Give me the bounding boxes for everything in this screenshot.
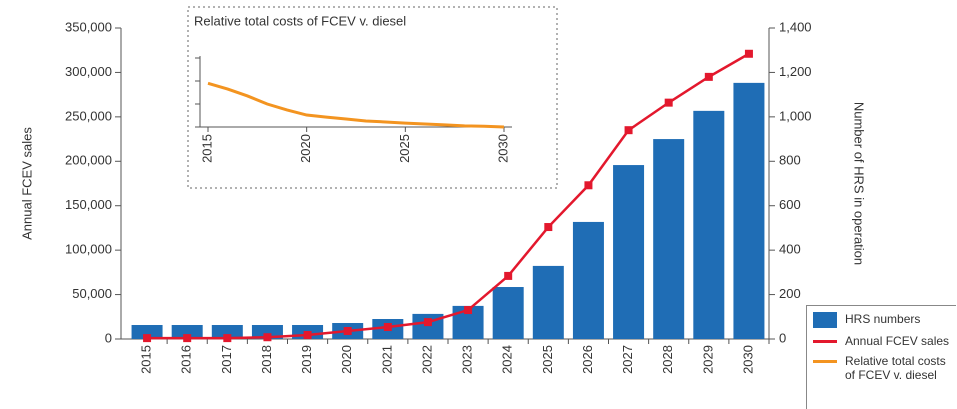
y-tick-label: 350,000 [65, 19, 112, 34]
legend-label: HRS numbers [845, 312, 921, 326]
inset-x-tick-label: 2030 [495, 134, 510, 163]
bar [492, 287, 524, 339]
marker [383, 323, 392, 332]
inset-x-tick-label: 2025 [397, 134, 412, 163]
legend-swatch [813, 312, 837, 328]
marker [223, 334, 232, 343]
legend-swatch [813, 360, 837, 363]
x-tick-label: 2017 [219, 345, 234, 374]
line [147, 52, 750, 340]
bar [211, 325, 243, 339]
marker [704, 72, 713, 81]
y2-tick-label: 1,000 [779, 108, 812, 123]
marker [584, 181, 593, 190]
marker [263, 333, 272, 342]
marker [744, 49, 753, 58]
x-tick-label: 2024 [500, 345, 515, 374]
inset-title: Relative total costs of FCEV v. diesel [194, 13, 406, 28]
bar [653, 139, 685, 339]
y2-tick-label: 1,200 [779, 64, 812, 79]
bar [532, 265, 564, 339]
y-tick-label: 300,000 [65, 64, 112, 79]
marker [423, 318, 432, 327]
legend-swatch [813, 340, 837, 343]
x-tick-label: 2018 [259, 345, 274, 374]
x-tick-label: 2026 [580, 345, 595, 374]
y-tick-label: 0 [105, 330, 112, 345]
x-tick-label: 2028 [660, 345, 675, 374]
y-tick-label: 100,000 [65, 242, 112, 257]
legend-label: Annual FCEV sales [845, 334, 950, 348]
bar [733, 82, 765, 339]
legend: HRS numbers Annual FCEV sales Relative tot… [806, 305, 956, 409]
legend-item: HRS numbers [813, 312, 952, 328]
bar [131, 325, 163, 339]
x-tick-label: 2019 [299, 345, 314, 374]
legend-item: Annual FCEV sales [813, 334, 952, 348]
x-tick-label: 2016 [179, 345, 194, 374]
y2-tick-label: 0 [779, 330, 786, 345]
marker [303, 331, 312, 340]
marker [143, 334, 152, 343]
x-tick-label: 2025 [540, 345, 555, 374]
y2-tick-label: 600 [779, 197, 801, 212]
inset-x-tick-label: 2015 [199, 134, 214, 163]
y-axis-label: Annual FCEV sales [19, 127, 34, 240]
legend-label: Relative total costs of FCEV v. diesel [845, 354, 946, 382]
x-tick-label: 2027 [620, 345, 635, 374]
y-tick-label: 200,000 [65, 153, 112, 168]
marker [624, 126, 633, 135]
x-tick-label: 2021 [379, 345, 394, 374]
bar [171, 325, 203, 339]
bar [693, 110, 725, 339]
x-tick-label: 2029 [700, 345, 715, 374]
x-tick-label: 2023 [460, 345, 475, 374]
x-tick-label: 2030 [740, 345, 755, 374]
x-tick-label: 2020 [339, 345, 354, 374]
x-tick-label: 2015 [139, 345, 154, 374]
y2-tick-label: 1,400 [779, 19, 812, 34]
inset-x-tick-label: 2020 [298, 134, 313, 163]
marker [464, 306, 473, 315]
y2-tick-label: 400 [779, 242, 801, 257]
y-tick-label: 250,000 [65, 108, 112, 123]
y-tick-label: 150,000 [65, 197, 112, 212]
marker [343, 327, 352, 336]
line [207, 81, 505, 129]
bar [251, 325, 283, 339]
y2-axis-label: Number of HRS in operation [852, 102, 867, 265]
y-tick-label: 50,000 [72, 286, 112, 301]
bar [572, 221, 604, 339]
bar [613, 165, 645, 339]
y2-tick-label: 800 [779, 153, 801, 168]
x-tick-label: 2022 [419, 345, 434, 374]
marker [183, 334, 192, 343]
marker [664, 98, 673, 107]
marker [504, 271, 513, 280]
y2-tick-label: 200 [779, 286, 801, 301]
legend-item: Relative total costs of FCEV v. diesel [813, 354, 952, 382]
marker [544, 223, 553, 232]
